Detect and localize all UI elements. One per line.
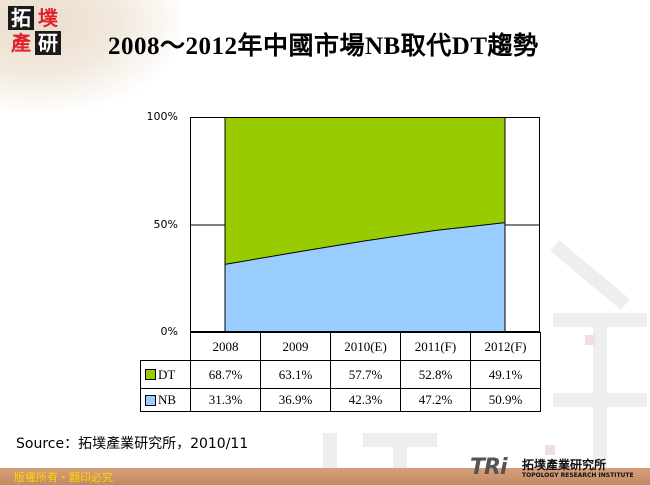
logo-char-3: 產 (11, 31, 31, 55)
logo-char-1: 拓 (8, 6, 34, 30)
legend-swatch-dt (145, 369, 156, 381)
dt-area (225, 118, 505, 265)
company-logo: 拓 墣 產 研 (8, 6, 64, 56)
table-cell: 49.1% (470, 360, 541, 389)
chart-plot-area (190, 117, 540, 332)
tri-brand-logo: TRi 拓墣產業研究所 TOPOLOGY RESEARCH INSTITUTE (470, 455, 648, 485)
table-cell: 31.3% (190, 388, 261, 412)
category-header: 2009 (260, 332, 331, 361)
table-row-nb: NB 31.3% 36.9% 42.3% 47.2% 50.9% (140, 388, 541, 412)
table-cell: 63.1% (260, 360, 331, 389)
tri-logo-chinese: 拓墣產業研究所 (522, 458, 607, 472)
legend-dt: DT (140, 360, 191, 389)
tri-logo-english: TOPOLOGY RESEARCH INSTITUTE (522, 472, 634, 479)
table-cell: 68.7% (190, 360, 261, 389)
ytick-100: 100% (146, 110, 178, 123)
table-cell: 50.9% (470, 388, 541, 412)
legend-nb: NB (140, 388, 191, 412)
legend-label-dt: DT (158, 366, 176, 382)
table-cell: 52.8% (400, 360, 471, 389)
ytick-50: 50% (153, 218, 178, 231)
category-header: 2012(F) (470, 332, 541, 361)
footer-bar (0, 468, 650, 485)
table-cell: 47.2% (400, 388, 471, 412)
table-cell: 42.3% (330, 388, 401, 412)
logo-char-4: 研 (35, 31, 61, 55)
table-header-row: 2008 2009 2010(E) 2011(F) 2012(F) (140, 332, 541, 361)
table-row-dt: DT 68.7% 63.1% 57.7% 52.8% 49.1% (140, 360, 541, 389)
category-header: 2008 (190, 332, 261, 361)
source-note: Source：拓墣產業研究所，2010/11 (16, 436, 249, 452)
legend-swatch-nb (145, 394, 156, 406)
slide-title: 2008～2012年中國市場NB取代DT趨勢 (108, 33, 539, 60)
nb-area (225, 222, 505, 331)
table-corner (140, 332, 191, 361)
logo-char-2: 墣 (38, 6, 58, 30)
table-cell: 57.7% (330, 360, 401, 389)
category-header: 2010(E) (330, 332, 401, 361)
tri-logo-mark: TRi (470, 455, 507, 480)
series-boundary-line (224, 222, 506, 265)
data-table: 2008 2009 2010(E) 2011(F) 2012(F) DT 68.… (140, 332, 541, 412)
stacked-area-chart (191, 118, 539, 331)
table-cell: 36.9% (260, 388, 331, 412)
category-header: 2011(F) (400, 332, 471, 361)
legend-label-nb: NB (158, 392, 177, 407)
copyright-notice: 版權所有・翻印必究 (14, 471, 113, 484)
